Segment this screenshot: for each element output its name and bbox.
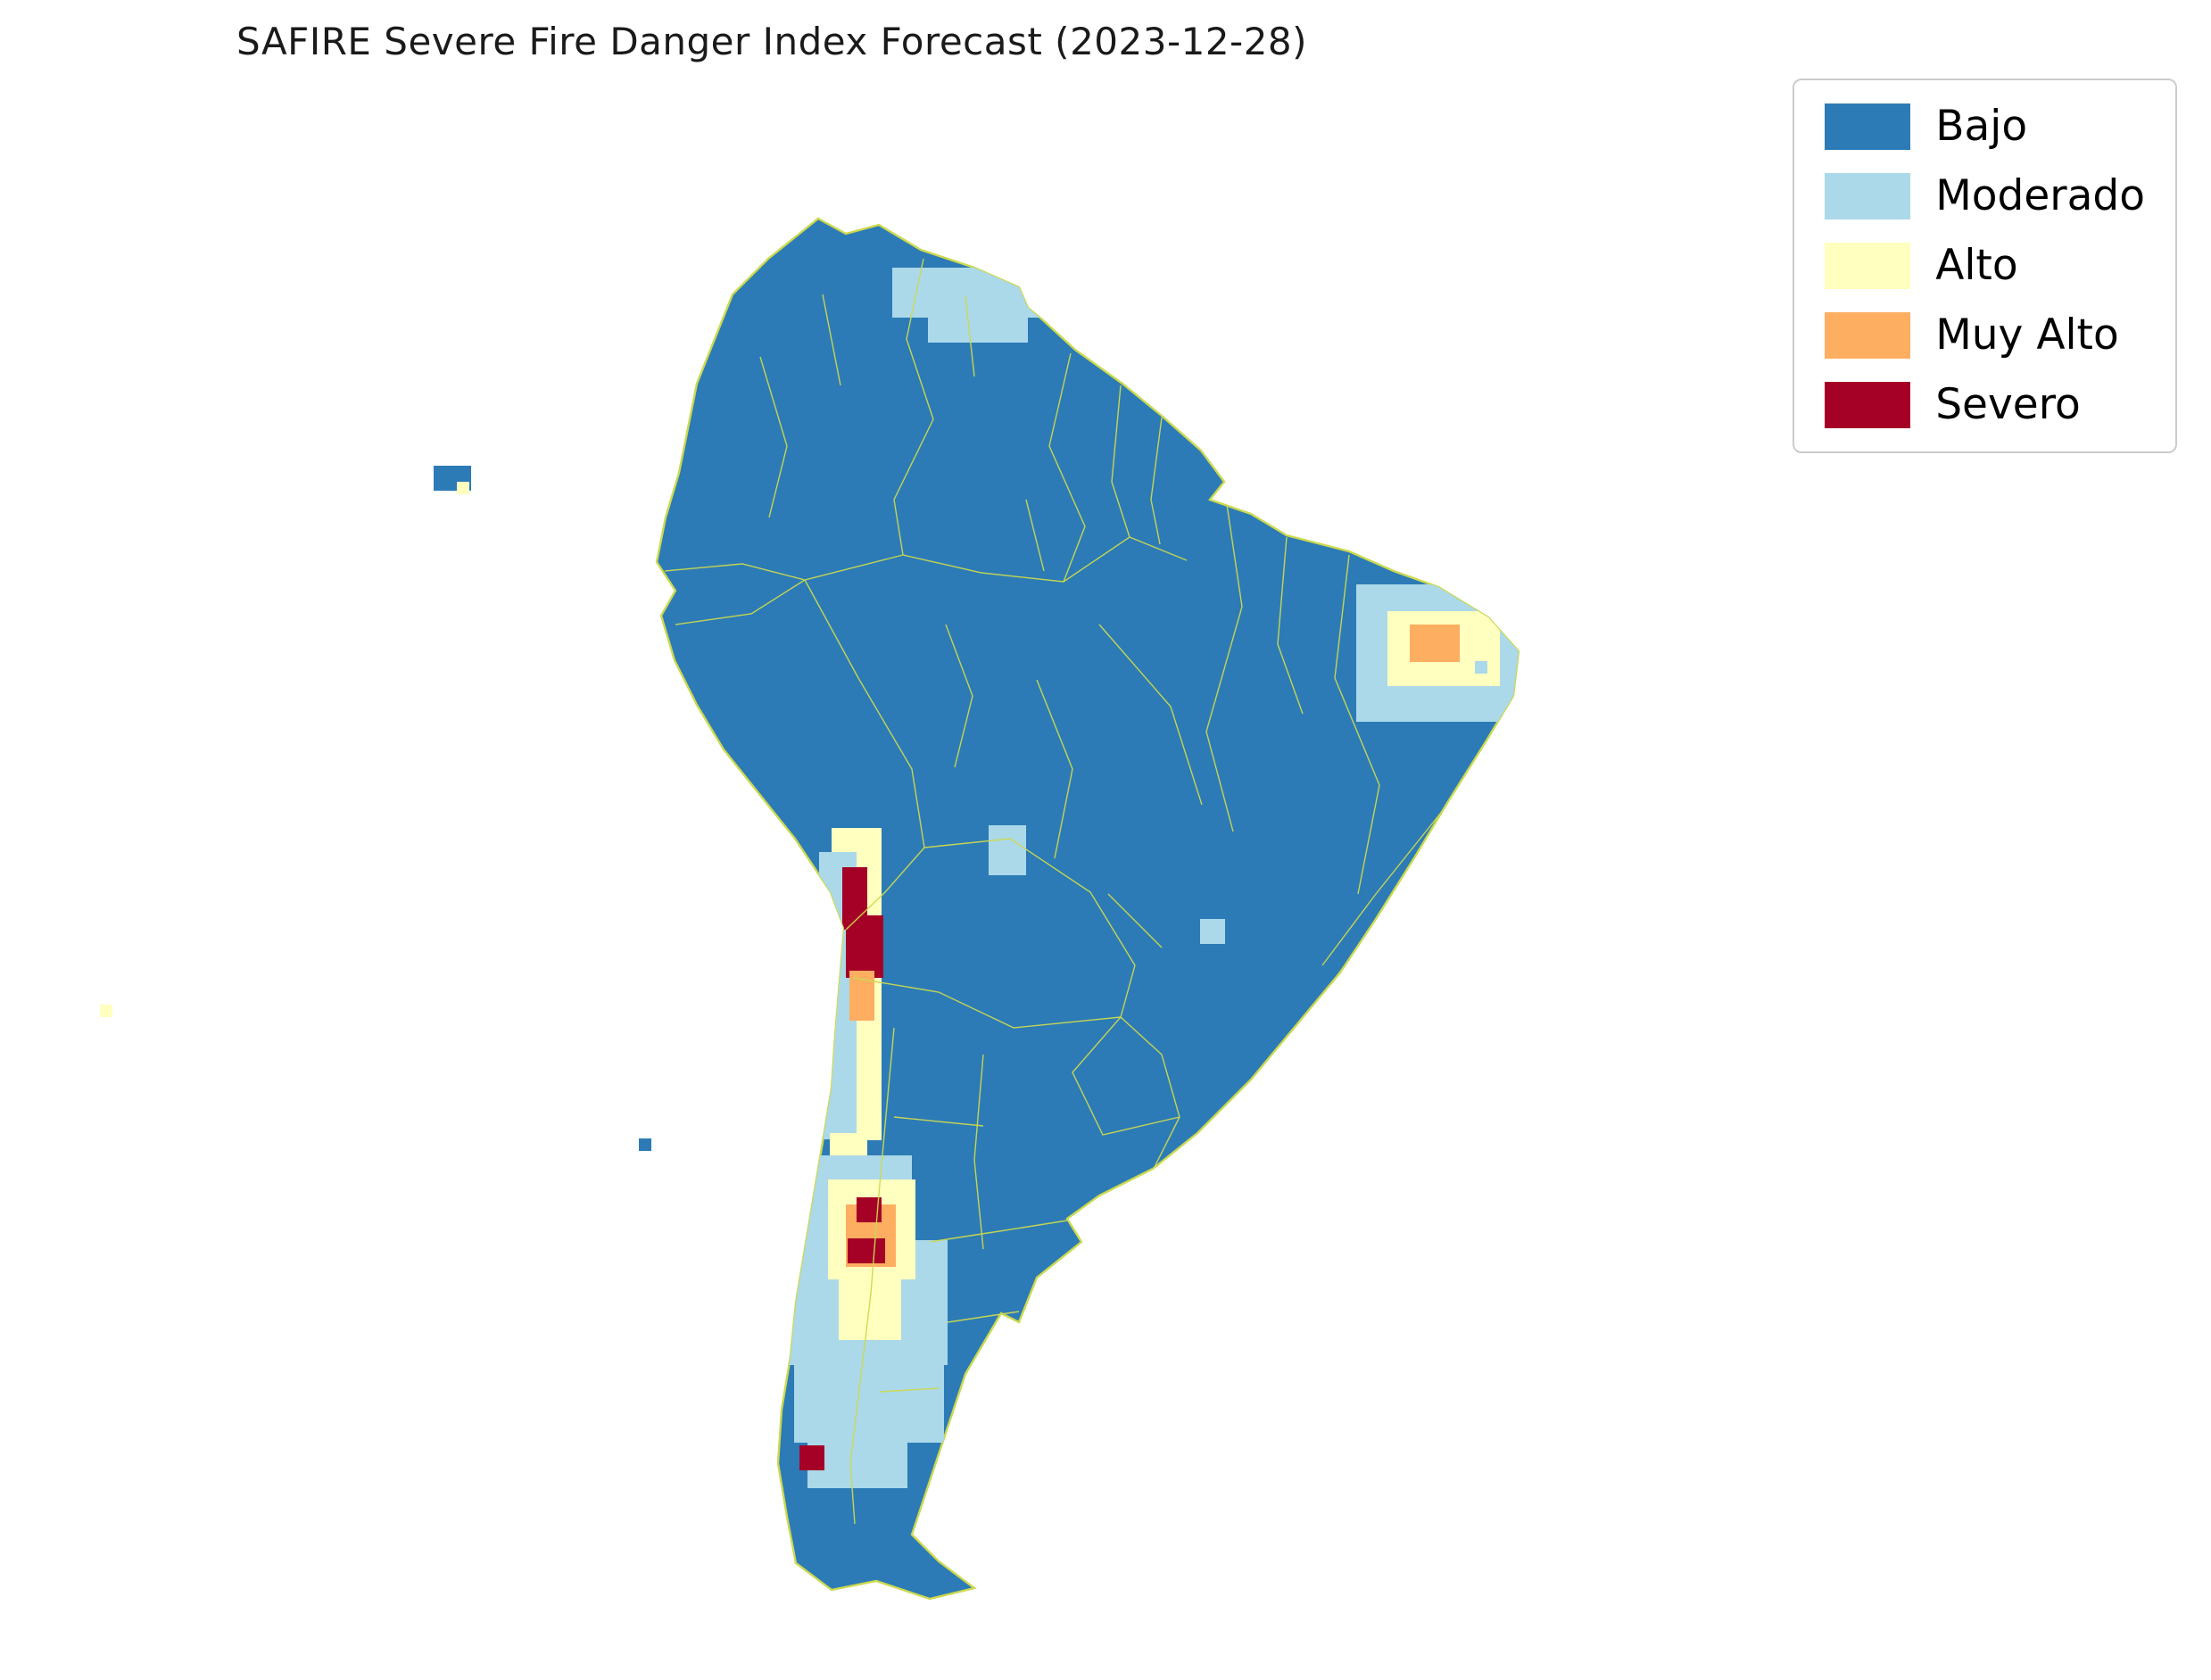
legend-swatch-moderado: [1825, 173, 1911, 219]
legend-label-alto: Alto: [1935, 241, 2018, 290]
legend-item-moderado: Moderado: [1825, 173, 2145, 219]
legend: Bajo Moderado Alto Muy Alto Severo: [1793, 79, 2177, 453]
legend-label-severo: Severo: [1935, 380, 2081, 429]
admin-borders: [664, 258, 1448, 1525]
legend-label-moderado: Moderado: [1935, 171, 2145, 220]
legend-item-bajo: Bajo: [1825, 103, 2145, 150]
legend-swatch-muy-alto: [1825, 312, 1911, 359]
island-cells: [100, 466, 651, 1151]
legend-label-muy-alto: Muy Alto: [1935, 310, 2119, 360]
legend-swatch-severo: [1825, 382, 1911, 428]
figure-title: SAFIRE Severe Fire Danger Index Forecast…: [236, 20, 1308, 63]
legend-item-alto: Alto: [1825, 243, 2145, 289]
continent-base: [655, 217, 1520, 1601]
legend-label-bajo: Bajo: [1935, 102, 2028, 151]
legend-item-muy-alto: Muy Alto: [1825, 312, 2145, 359]
legend-swatch-alto: [1825, 243, 1911, 289]
danger-cells: [774, 268, 1519, 1488]
legend-swatch-bajo: [1825, 103, 1911, 150]
legend-item-severo: Severo: [1825, 382, 2145, 428]
